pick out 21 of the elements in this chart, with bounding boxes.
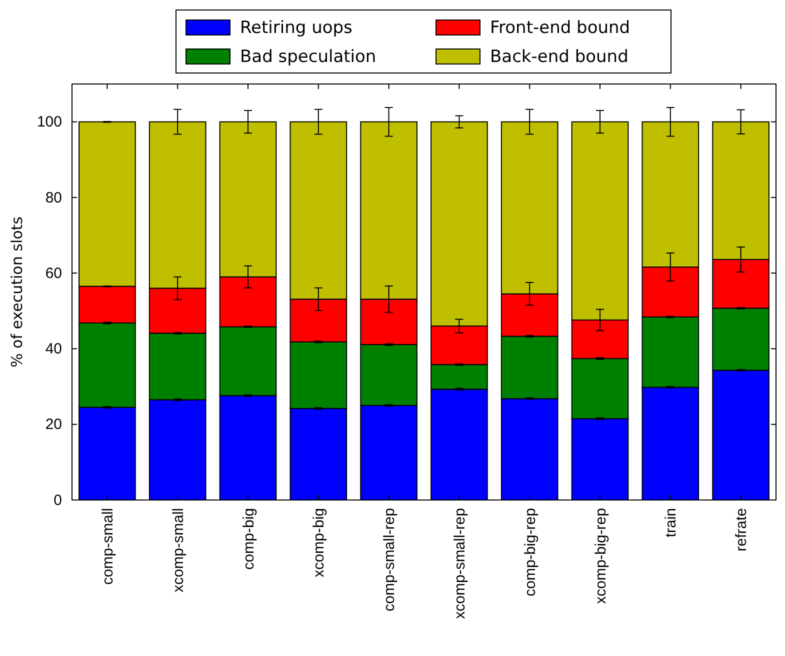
x-tick-label: xcomp-small <box>170 508 187 592</box>
y-tick-label: 100 <box>36 114 62 131</box>
y-tick-label: 40 <box>45 340 62 358</box>
legend-label: Bad speculation <box>240 47 376 67</box>
legend-label: Back-end bound <box>490 47 628 67</box>
x-tick-label: train <box>662 508 680 538</box>
x-tick-label: xcomp-big-rep <box>592 508 610 604</box>
legend-label: Retiring uops <box>240 18 353 38</box>
x-tick-label: comp-big-rep <box>522 508 539 596</box>
x-tick-label: xcomp-small-rep <box>451 508 468 619</box>
y-tick-label: 60 <box>45 264 62 282</box>
y-tick-label: 20 <box>45 416 62 434</box>
y-axis-title: % of execution slots <box>8 216 26 368</box>
legend-label: Front-end bound <box>490 18 630 38</box>
x-tick-label: comp-big <box>240 508 258 570</box>
x-tick-label: refrate <box>733 508 750 552</box>
y-tick-label: 0 <box>54 492 62 509</box>
y-tick-label: 80 <box>45 189 62 206</box>
x-tick-label: comp-small-rep <box>381 508 398 612</box>
x-tick-label: xcomp-big <box>310 508 328 578</box>
x-tick-label: comp-small <box>99 508 116 585</box>
